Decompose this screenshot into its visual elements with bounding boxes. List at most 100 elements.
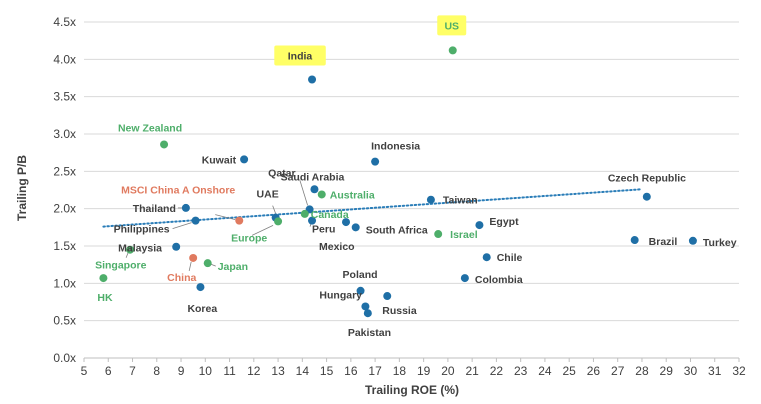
label-israel: Israel [450, 229, 478, 241]
point-malaysia [172, 242, 181, 251]
highlight-india [274, 45, 326, 66]
x-tick-label: 15 [320, 364, 334, 378]
label-mexico: Mexico [319, 241, 355, 253]
y-tick-label: 2.0x [53, 202, 76, 216]
x-tick-label: 8 [153, 364, 160, 378]
label-hungary: Hungary [319, 289, 362, 301]
label-turkey: Turkey [703, 237, 737, 249]
leader-europe [251, 224, 274, 236]
highlight-us [437, 15, 467, 36]
point-pakistan [363, 309, 372, 318]
x-tick-label: 16 [344, 364, 358, 378]
point-us [448, 46, 457, 55]
label-canada: Canada [311, 209, 349, 221]
y-tick-label: 1.5x [53, 239, 76, 253]
y-tick-label: 0.0x [53, 351, 76, 365]
point-philippines [191, 216, 200, 225]
point-czech-republic [642, 192, 651, 201]
label-kuwait: Kuwait [202, 154, 237, 166]
label-brazil: Brazil [649, 236, 678, 248]
label-poland: Poland [343, 269, 378, 281]
y-tick-label: 1.0x [53, 276, 76, 290]
leader-japan [210, 263, 216, 267]
point-new-zealand [160, 140, 169, 149]
point-thailand [181, 203, 190, 212]
label-saudi-arabia: Saudi Arabia [281, 171, 345, 183]
point-turkey [688, 236, 697, 245]
label-singapore: Singapore [95, 260, 147, 272]
x-tick-label: 32 [732, 364, 746, 378]
x-axis-title: Trailing ROE (%) [365, 383, 459, 397]
x-tick-label: 13 [271, 364, 285, 378]
label-south-africa: South Africa [366, 224, 428, 236]
y-tick-label: 3.5x [53, 90, 76, 104]
y-tick-label: 4.5x [53, 15, 76, 29]
point-poland [356, 286, 365, 295]
data-points [99, 46, 697, 318]
label-taiwan: Taiwan [443, 195, 478, 207]
x-tick-label: 27 [611, 364, 625, 378]
y-tick-label: 2.5x [53, 164, 76, 178]
x-tick-label: 5 [81, 364, 88, 378]
x-tick-label: 12 [247, 364, 261, 378]
leader-philippines [172, 222, 192, 229]
leader-lines [125, 179, 312, 272]
leader-msci-china-a-onshore [215, 214, 236, 221]
x-tick-label: 24 [538, 364, 552, 378]
point-korea [196, 283, 205, 292]
leader-singapore [125, 252, 129, 258]
y-axis-title: Trailing P/B [15, 155, 29, 221]
x-tick-label: 30 [684, 364, 698, 378]
highlight-boxes [274, 15, 467, 66]
x-tick-label: 7 [129, 364, 136, 378]
label-philippines: Philippines [114, 224, 170, 236]
label-us: US [444, 20, 459, 32]
x-tick-label: 20 [441, 364, 455, 378]
x-tick-label: 19 [417, 364, 431, 378]
x-tick-label: 10 [199, 364, 213, 378]
label-korea: Korea [187, 303, 217, 315]
point-kuwait [240, 155, 249, 164]
x-tick-label: 29 [660, 364, 674, 378]
label-qatar: Qatar [268, 167, 295, 179]
label-russia: Russia [382, 305, 417, 317]
x-tick-label: 11 [223, 364, 236, 378]
label-europe: Europe [231, 232, 267, 244]
label-hk: HK [97, 292, 113, 304]
label-thailand: Thailand [133, 203, 176, 215]
x-tick-label: 25 [563, 364, 577, 378]
label-india: India [288, 50, 313, 62]
y-tick-label: 0.5x [53, 314, 76, 328]
point-singapore [126, 245, 135, 254]
label-australia: Australia [330, 189, 375, 201]
label-egypt: Egypt [489, 216, 519, 228]
point-europe [274, 217, 283, 226]
point-msci-china-a-onshore [235, 216, 244, 225]
point-india [308, 75, 317, 84]
grid-lines [84, 21, 739, 322]
point-indonesia [371, 157, 380, 166]
axes: 0.0x 0.5x 1.0x 1.5x 2.0x 2.5x 3.0x 3.5x 4.0x 4.5x… [53, 15, 746, 378]
label-new-zealand: New Zealand [118, 122, 182, 134]
point-mexico [342, 218, 350, 227]
y-tick-label: 4.0x [53, 52, 76, 66]
x-tick-label: 9 [178, 364, 185, 378]
label-chile: Chile [497, 252, 523, 264]
point-israel [434, 230, 443, 239]
point-australia [317, 190, 326, 199]
label-colombia: Colombia [475, 274, 523, 286]
point-canada [300, 209, 309, 218]
point-peru [308, 216, 317, 225]
point-taiwan [426, 195, 435, 204]
label-uae: UAE [257, 189, 279, 201]
point-chile [482, 253, 491, 262]
label-japan: Japan [218, 261, 248, 273]
leader-uae [272, 205, 277, 214]
x-tick-label: 28 [635, 364, 649, 378]
point-china [189, 253, 198, 262]
label-china: China [167, 272, 196, 284]
leader-qatar [299, 179, 308, 206]
x-tick-label: 22 [490, 364, 504, 378]
point-brazil [630, 236, 639, 245]
